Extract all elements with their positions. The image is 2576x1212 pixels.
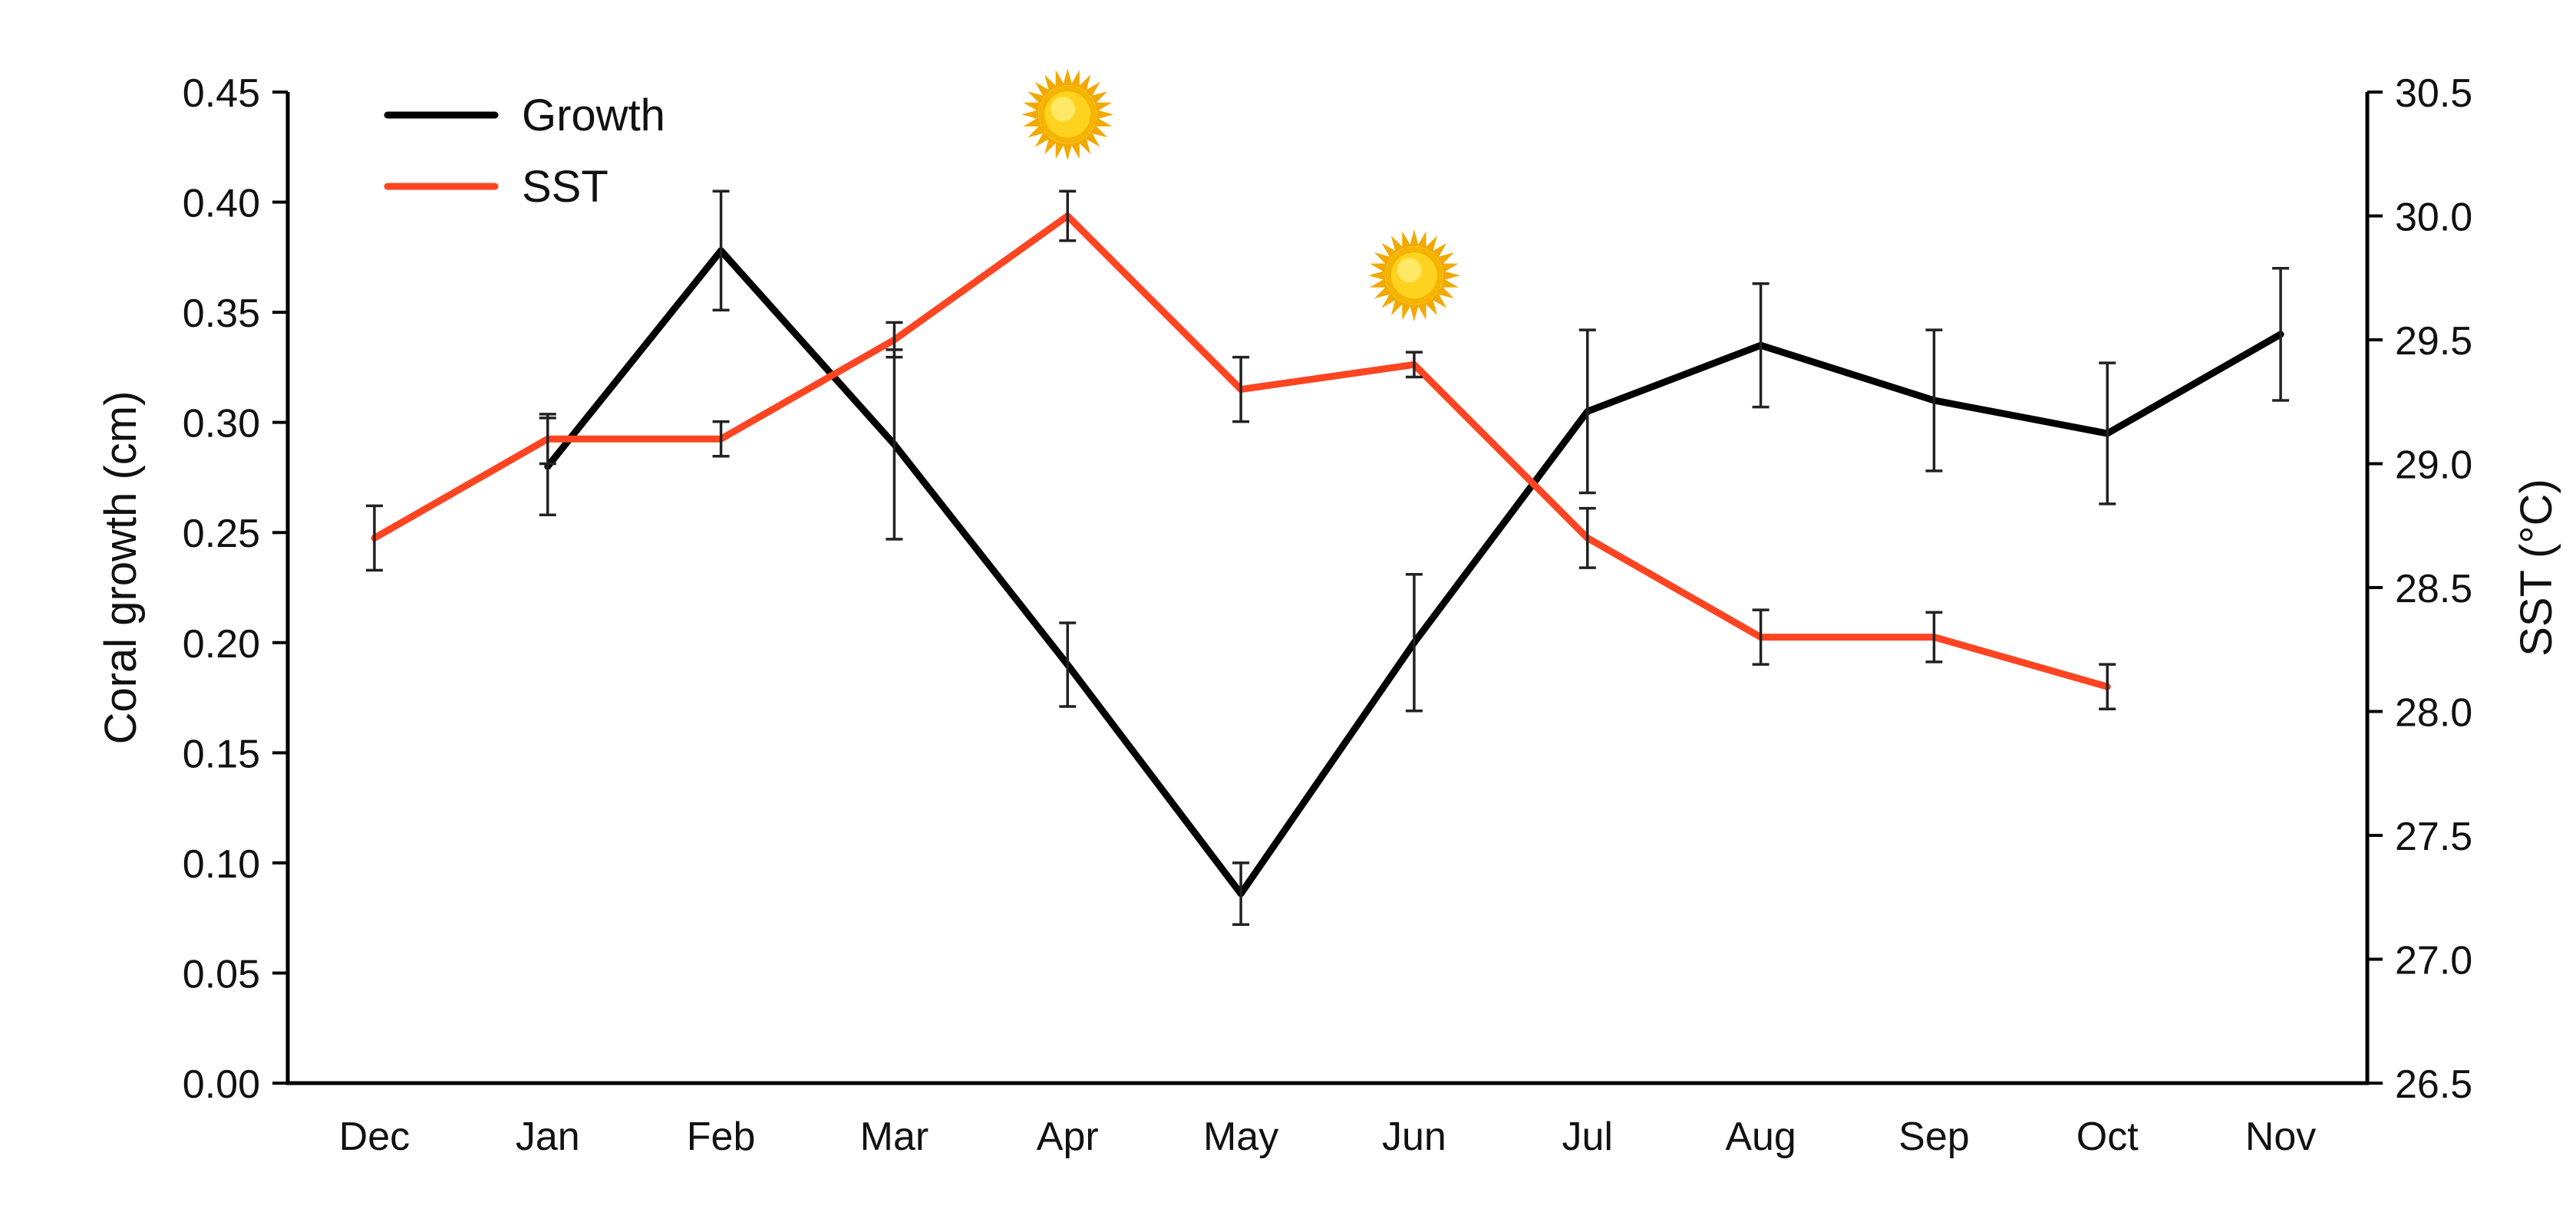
x-tick-label: Apr bbox=[1037, 1115, 1099, 1159]
series-line-sst bbox=[371, 212, 2111, 690]
error-bar-growth bbox=[2099, 361, 2116, 506]
error-bar-sst bbox=[1405, 351, 1423, 379]
error-bar-growth bbox=[1578, 328, 1596, 495]
y-axis-right-label: SST (°C) bbox=[2512, 479, 2561, 657]
y-right-tick-label: 27.5 bbox=[2395, 815, 2472, 859]
y-right-tick-label: 26.5 bbox=[2395, 1062, 2472, 1107]
error-bar-growth bbox=[1752, 282, 1770, 409]
y-right-tick-label: 29.0 bbox=[2395, 443, 2472, 488]
sun-icon bbox=[1367, 229, 1460, 322]
error-bar-growth bbox=[1405, 573, 1423, 713]
series-growth bbox=[539, 189, 2290, 927]
x-tick-label: Jul bbox=[1562, 1115, 1613, 1159]
error-bar-sst bbox=[2099, 663, 2116, 711]
error-bar-sst bbox=[1752, 608, 1770, 666]
error-bar-growth bbox=[886, 348, 903, 541]
series-layer bbox=[365, 189, 2290, 927]
y-axis-left-label: Coral growth (cm) bbox=[96, 391, 146, 745]
error-bar-growth bbox=[712, 189, 730, 311]
error-bar-growth bbox=[2272, 266, 2290, 402]
legend: Growth SST bbox=[384, 91, 665, 212]
y-left-tick-label: 0.05 bbox=[183, 952, 260, 996]
series-sst bbox=[365, 189, 2116, 711]
annotation-layer bbox=[1021, 68, 1460, 322]
error-bar-sst bbox=[886, 321, 903, 359]
x-tick-label: Mar bbox=[860, 1115, 929, 1159]
error-bar-growth bbox=[1232, 861, 1250, 927]
error-bar-sst bbox=[539, 413, 556, 466]
legend-label-growth: Growth bbox=[522, 91, 665, 140]
error-bar-sst bbox=[1232, 355, 1250, 423]
x-tick-label: Nov bbox=[2245, 1115, 2316, 1159]
legend-label-sst: SST bbox=[522, 162, 609, 212]
y-left-tick-label: 0.15 bbox=[183, 732, 260, 776]
y-left-tick-label: 0.20 bbox=[183, 622, 260, 667]
y-left-tick-label: 0.25 bbox=[183, 512, 260, 556]
x-tick-label: Jan bbox=[516, 1115, 580, 1159]
x-tick-label: Sep bbox=[1898, 1115, 1970, 1159]
y-right-tick-label: 30.5 bbox=[2395, 71, 2472, 116]
y-right-tick-label: 27.0 bbox=[2395, 939, 2472, 983]
error-bar-growth bbox=[1059, 621, 1077, 708]
error-bar-growth bbox=[1925, 328, 1943, 473]
x-tick-label: Jun bbox=[1382, 1115, 1446, 1159]
error-bar-sst bbox=[1578, 506, 1596, 569]
y-right-tick-label: 30.0 bbox=[2395, 196, 2472, 240]
x-tick-label: Feb bbox=[687, 1115, 756, 1159]
error-bar-sst bbox=[365, 504, 383, 572]
x-tick-label: May bbox=[1203, 1115, 1278, 1159]
y-left-tick-label: 0.45 bbox=[183, 71, 260, 116]
y-right-tick-label: 28.0 bbox=[2395, 691, 2472, 736]
y-right-tick-label: 29.5 bbox=[2395, 319, 2472, 364]
y-left-tick-label: 0.30 bbox=[183, 402, 260, 446]
axes: 0.00 0.05 0.10 0.15 0.20 0.25 0.30 0.35 0.40 0.45… bbox=[183, 71, 2472, 1159]
x-tick-label: Oct bbox=[2076, 1115, 2139, 1159]
sun-icon bbox=[1021, 68, 1114, 161]
x-tick-label: Dec bbox=[339, 1115, 410, 1159]
y-left-tick-label: 0.10 bbox=[183, 842, 260, 887]
y-left-tick-label: 0.35 bbox=[183, 291, 260, 336]
y-left-tick-label: 0.00 bbox=[183, 1062, 260, 1107]
series-line-growth bbox=[544, 247, 2284, 897]
error-bar-sst bbox=[712, 420, 730, 458]
error-bar-sst bbox=[1925, 611, 1943, 664]
y-left-tick-label: 0.40 bbox=[183, 182, 260, 226]
y-right-tick-label: 28.5 bbox=[2395, 567, 2472, 611]
x-tick-label: Aug bbox=[1725, 1115, 1796, 1159]
error-bar-sst bbox=[1059, 189, 1077, 242]
